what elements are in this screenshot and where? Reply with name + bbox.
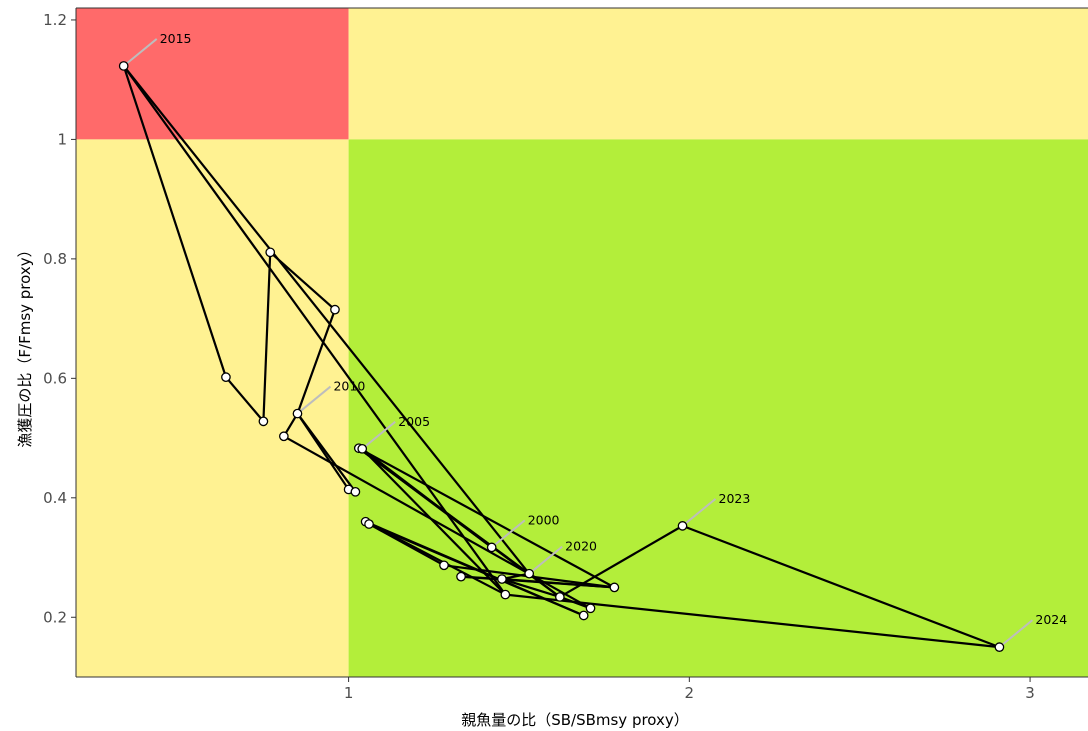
trajectory-segment <box>500 577 561 599</box>
zone-yellow-top <box>348 8 1088 140</box>
data-point <box>524 568 535 579</box>
x-axis-title: 親魚量の比（SB/SBmsy proxy） <box>461 711 689 729</box>
data-point <box>578 610 589 621</box>
trajectory-segment <box>282 435 592 610</box>
year-label: 2005 <box>398 414 430 429</box>
data-point <box>677 521 688 531</box>
year-label: 2000 <box>528 512 560 527</box>
year-label: 2024 <box>1035 612 1067 627</box>
data-point <box>279 431 289 442</box>
label-connector <box>681 498 717 527</box>
label-connector <box>491 519 526 549</box>
year-label: 2020 <box>565 539 597 554</box>
trajectory-segment <box>500 577 616 589</box>
y-tick-label: 1.2 <box>43 11 67 29</box>
y-tick-label: 0.2 <box>43 608 67 626</box>
data-point <box>292 408 303 419</box>
zone-green <box>348 139 1088 678</box>
trajectory-segment <box>504 593 1001 649</box>
data-point <box>364 519 374 529</box>
trajectory-segment <box>681 524 1001 649</box>
x-tick-label: 3 <box>1025 684 1035 702</box>
trajectory-segment <box>357 447 616 589</box>
x-tick-label: 1 <box>344 684 354 702</box>
trajectory-segment <box>224 376 265 423</box>
trajectory-segment <box>367 522 446 567</box>
label-connector <box>123 38 158 67</box>
data-point <box>265 247 276 258</box>
trajectory-segment <box>296 308 337 415</box>
data-point <box>500 589 511 600</box>
trajectory-segment <box>262 251 272 423</box>
y-tick-label: 0.8 <box>43 250 67 268</box>
data-point <box>221 372 231 382</box>
data-point <box>486 542 497 553</box>
trajectory-segment <box>122 64 507 596</box>
label-connector <box>296 385 332 415</box>
year-label: 2023 <box>719 491 751 506</box>
y-tick-label: 0.6 <box>43 369 67 387</box>
year-label: 2010 <box>333 379 365 394</box>
data-point <box>585 603 596 614</box>
year-label: 2015 <box>160 31 192 46</box>
data-point <box>555 592 565 602</box>
axes-layer: 1 2 3 0.2 0.4 0.6 0.8 1 1.2 <box>43 7 1088 702</box>
trajectory-segment <box>296 412 357 493</box>
data-point <box>258 416 269 427</box>
label-connector <box>361 421 396 450</box>
label-connector <box>528 545 563 575</box>
data-point <box>497 574 507 584</box>
points-layer <box>118 61 1005 652</box>
data-point <box>350 486 361 497</box>
zone-red <box>76 8 349 140</box>
trajectory-segment <box>122 64 531 575</box>
year-label-layer: 2000 2005 2010 2015 2020 2023 2024 <box>160 31 1068 627</box>
y-tick-label: 0.4 <box>43 489 67 507</box>
data-point <box>456 571 466 582</box>
zone-yellow-left <box>76 139 349 678</box>
y-tick-label: 1 <box>57 130 67 148</box>
data-point <box>357 443 368 454</box>
data-point <box>118 61 129 71</box>
data-point <box>330 304 340 315</box>
label-connector-layer <box>123 38 1034 648</box>
x-tick-label: 2 <box>685 684 695 702</box>
data-point <box>609 582 620 593</box>
trajectory-segment <box>122 64 228 379</box>
data-point <box>439 560 449 571</box>
trajectory-layer <box>122 64 1001 649</box>
data-point <box>994 642 1005 652</box>
label-connector <box>998 619 1034 648</box>
y-axis-title: 漁獲圧の比（F/Fmsy proxy） <box>16 242 34 447</box>
zone-layer <box>76 8 1088 678</box>
